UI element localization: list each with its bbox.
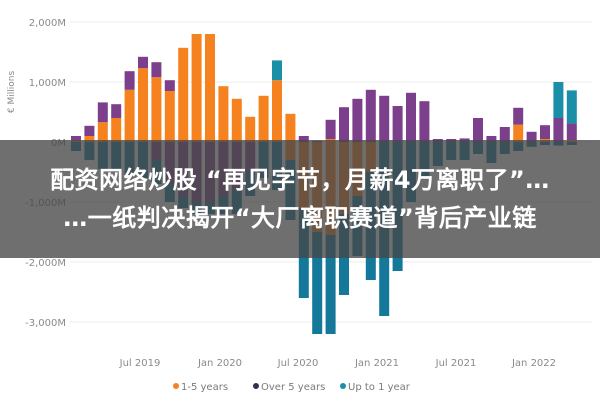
x-tick-label: Jul 2019 xyxy=(119,358,161,369)
y-tick-label: -2,000M xyxy=(25,258,66,269)
bar-segment xyxy=(231,98,242,142)
x-tick-label: Jan 2020 xyxy=(197,358,242,369)
bar-segment xyxy=(138,68,148,142)
bar-segment xyxy=(97,102,108,123)
bar-segment xyxy=(379,95,390,142)
bar-segment xyxy=(97,122,108,142)
bar-segment xyxy=(526,131,537,142)
bar-segment xyxy=(164,91,175,142)
bar-segment xyxy=(272,60,282,81)
bar-segment xyxy=(164,80,175,91)
bar-segment xyxy=(71,136,81,141)
bar-segment xyxy=(111,118,122,142)
headline-line-2: …一纸判决揭开“大厂离职赛道”背后产业链 xyxy=(63,204,537,232)
bar-segment xyxy=(325,119,336,139)
legend-dot xyxy=(340,383,346,389)
bar-segment xyxy=(124,71,135,90)
bar-segment xyxy=(272,80,282,142)
bar-segment xyxy=(352,98,363,142)
bar-segment xyxy=(138,56,148,69)
bar-segment xyxy=(566,90,577,124)
x-tick-label: Jan 2021 xyxy=(354,358,399,369)
bar-segment xyxy=(339,107,349,142)
x-tick-label: Jul 2020 xyxy=(277,358,319,369)
bar-segment xyxy=(285,113,296,142)
bar-segment xyxy=(325,235,336,334)
bar-segment xyxy=(151,62,162,78)
bar-segment xyxy=(218,86,229,142)
x-axis-ticks: Jul 2019 Jan 2020 Jul 2020 Jan 2021 Jul 2021… xyxy=(119,358,556,369)
y-tick-label: 2,000M xyxy=(29,18,66,29)
bar-segment xyxy=(392,106,403,142)
legend-label: Over 5 years xyxy=(261,382,325,393)
bar-segment xyxy=(553,118,564,142)
bar-segment xyxy=(553,82,564,118)
bar-segment xyxy=(486,136,497,142)
y-tick-label: -3,000M xyxy=(25,318,66,329)
bar-segment xyxy=(419,101,430,142)
bar-segment xyxy=(84,136,95,142)
legend: 1-5 years Over 5 years Up to 1 year xyxy=(173,382,411,393)
bar-segment xyxy=(124,89,135,142)
x-tick-label: Jul 2021 xyxy=(435,358,477,369)
bar-segment xyxy=(566,123,577,141)
bar-segment xyxy=(111,104,122,118)
headline-banner: 配资网络炒股 “再见字节，月薪4万离职了”… …一纸判决揭开“大厂离职赛道”背后… xyxy=(0,140,600,258)
legend-label: Up to 1 year xyxy=(348,382,411,393)
legend-label: 1-5 years xyxy=(181,382,228,393)
bar-segment xyxy=(473,118,483,142)
bar-segment xyxy=(151,77,162,142)
y-tick-label: 1,000M xyxy=(29,78,66,89)
bar-segment xyxy=(540,125,550,139)
bar-segment xyxy=(191,34,202,142)
bar-segment xyxy=(513,107,524,125)
bar-segment xyxy=(205,34,215,142)
bar-segment xyxy=(245,116,256,142)
headline-line-1: 配资网络炒股 “再见字节，月薪4万离职了”… xyxy=(50,166,550,194)
bar-segment xyxy=(365,89,376,142)
bar-segment xyxy=(178,47,189,142)
bar-segment xyxy=(499,127,510,142)
y-axis-label: € Millions xyxy=(7,71,17,114)
bar-segment xyxy=(84,125,95,136)
bar-segment xyxy=(406,92,416,142)
bar-segment xyxy=(298,136,309,142)
bar-segment xyxy=(312,232,323,334)
bar-segment xyxy=(513,124,524,142)
legend-dot xyxy=(253,383,259,389)
x-tick-label: Jan 2022 xyxy=(511,358,556,369)
legend-dot xyxy=(173,383,179,389)
bar-segment xyxy=(258,95,269,142)
